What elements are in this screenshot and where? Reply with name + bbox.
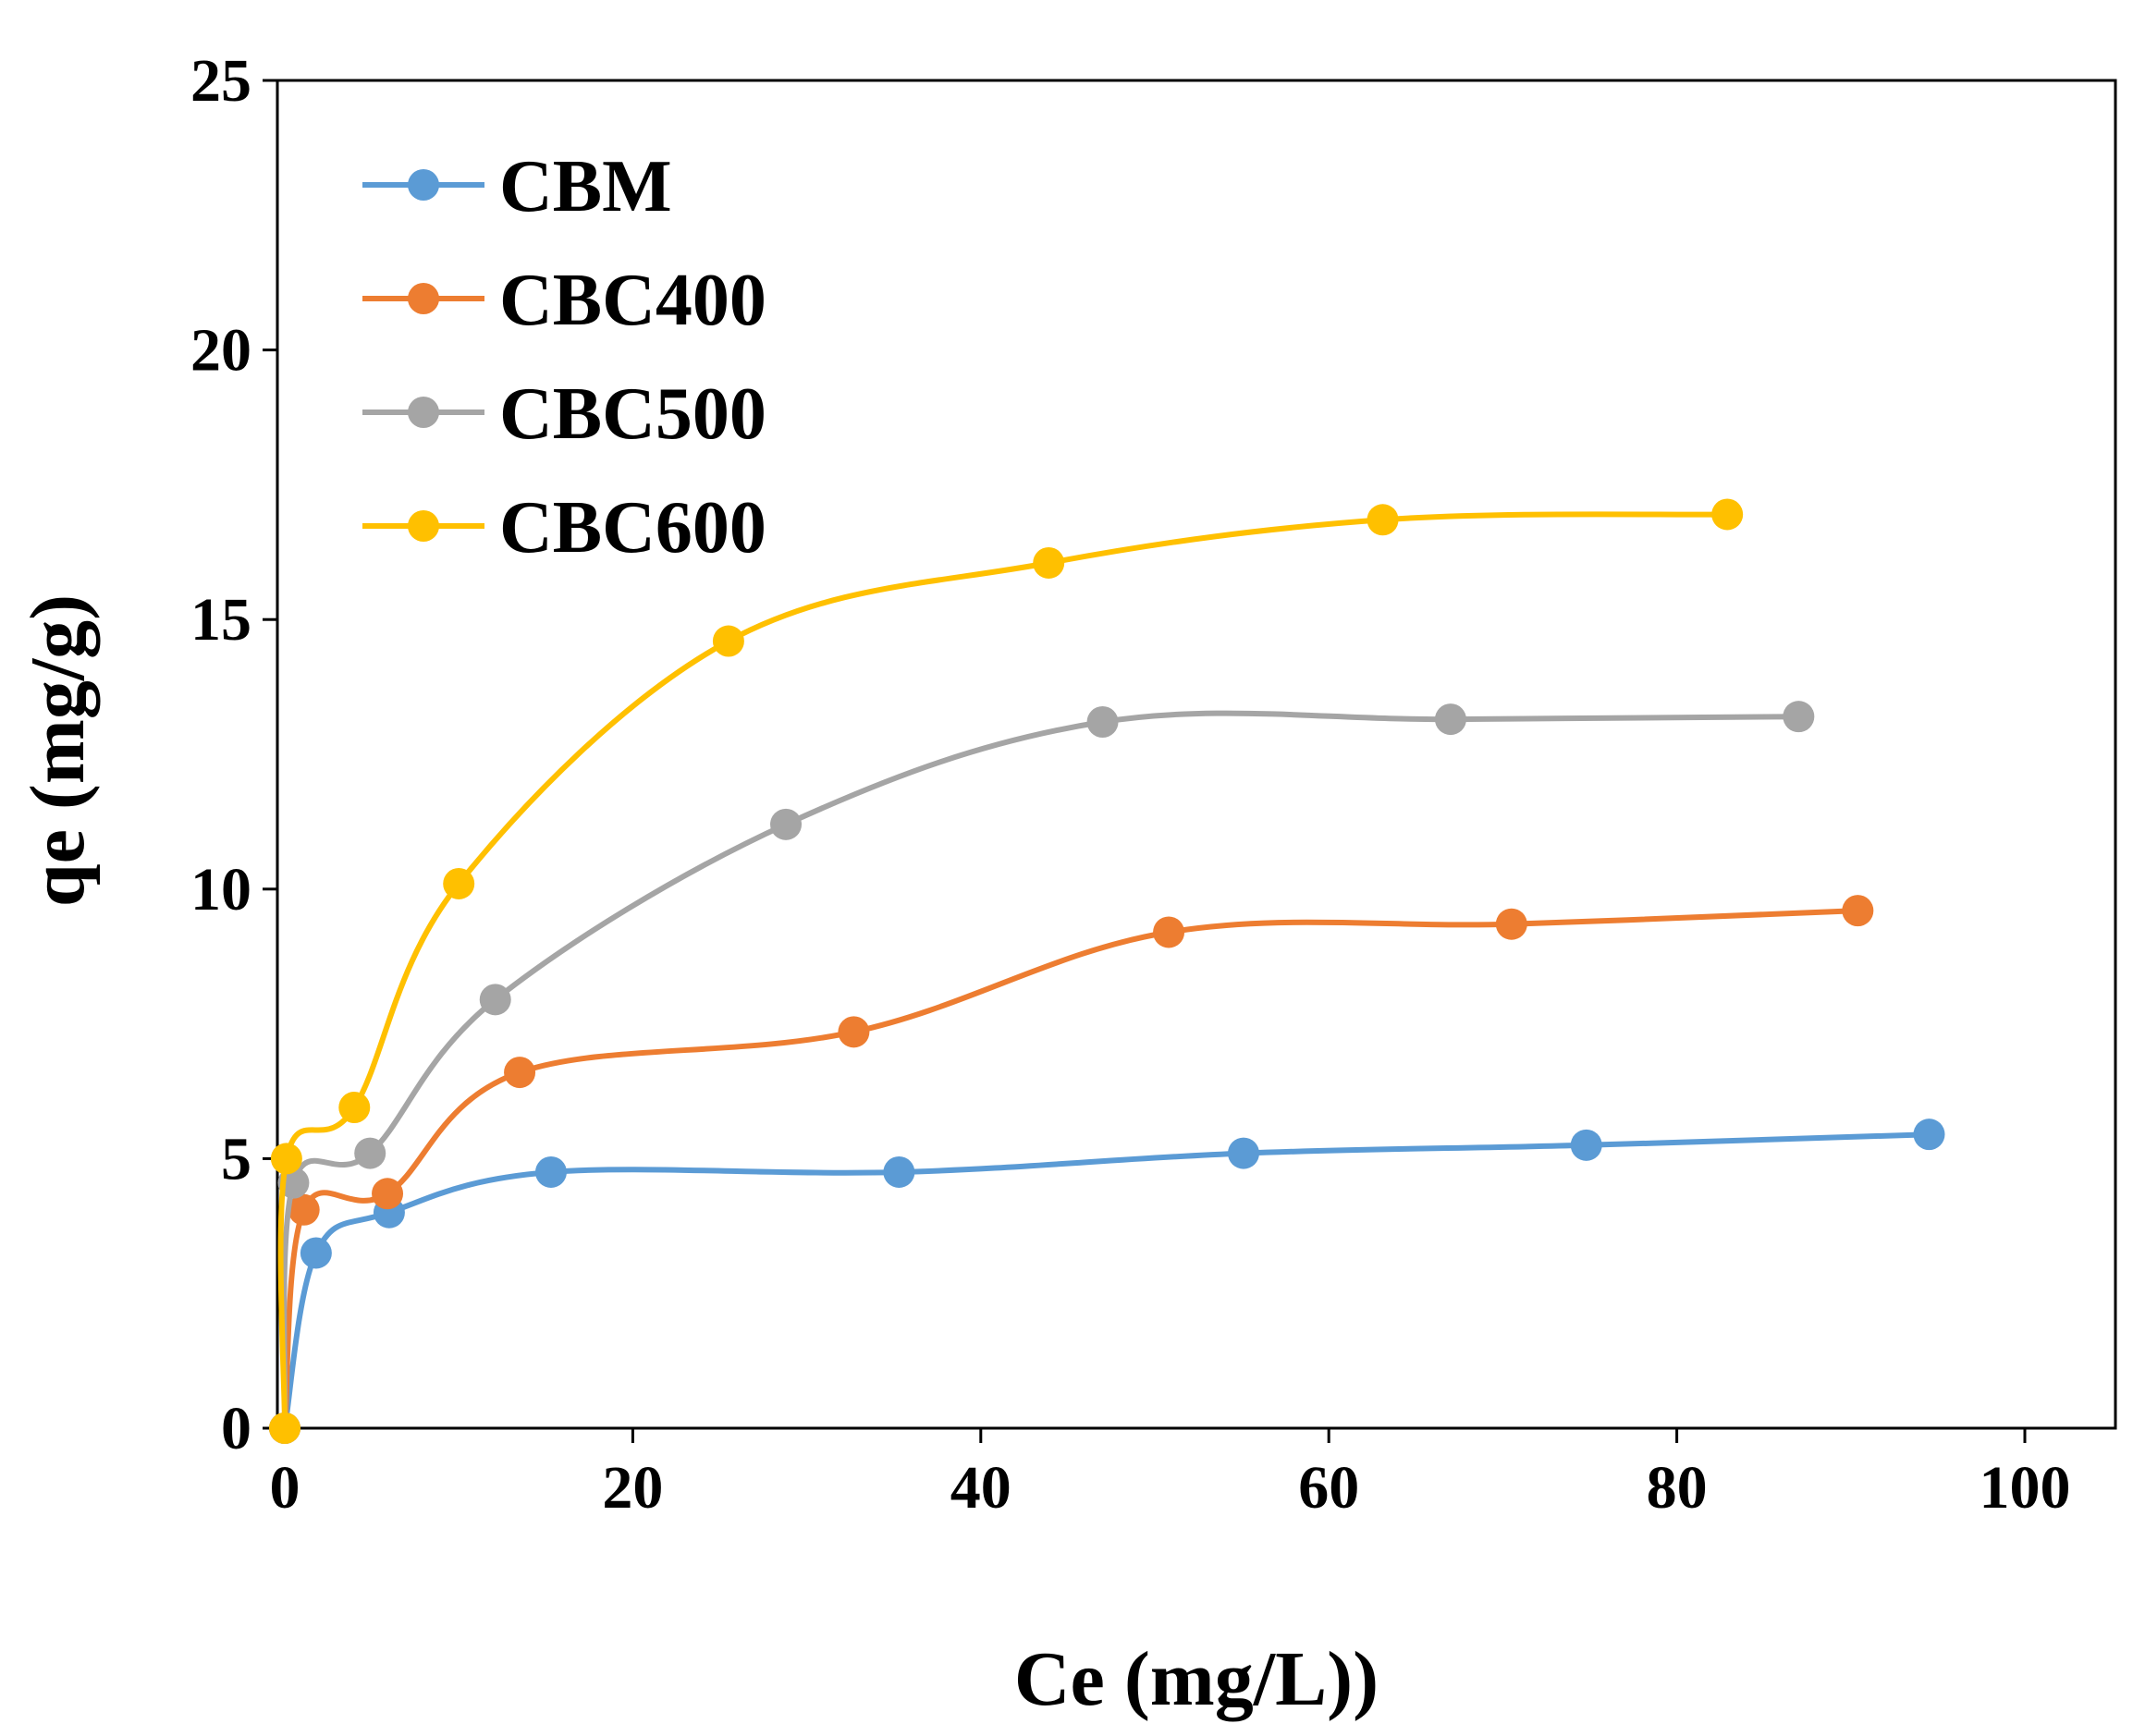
series-layer	[269, 498, 1945, 1444]
x-axis-title: Ce (mg/L))	[1014, 1636, 1379, 1722]
plot-area-frame	[276, 79, 2117, 1430]
legend-marker-cbc500	[408, 397, 439, 428]
data-point-cbc500	[479, 984, 511, 1016]
x-tick-label: 60	[1298, 1454, 1359, 1522]
y-axis-title: qe (mg/g)	[15, 594, 101, 907]
data-point-cbc500	[354, 1137, 386, 1169]
legend-item-cbc400: CBC400	[362, 260, 766, 341]
data-point-cbc400	[504, 1057, 536, 1089]
legend-marker-cbc400	[408, 283, 439, 314]
legend-label-cbm: CBM	[499, 146, 672, 227]
legend-label-cbc400: CBC400	[499, 260, 766, 341]
y-tick-label: 0	[221, 1395, 251, 1462]
legend-item-cbm: CBM	[362, 146, 672, 227]
y-tick-label: 15	[190, 586, 251, 654]
y-tick-label: 5	[221, 1125, 251, 1192]
x-tick-label: 0	[270, 1454, 300, 1522]
data-point-cbc600	[338, 1091, 371, 1123]
data-point-cbm	[883, 1155, 915, 1188]
data-point-cbm	[534, 1155, 567, 1188]
data-point-cbc600	[1711, 498, 1744, 531]
legend-item-cbc500: CBC500	[362, 373, 766, 455]
data-point-cbm	[1913, 1119, 1945, 1151]
data-point-cbm	[300, 1237, 332, 1269]
x-tick-label: 40	[950, 1454, 1011, 1522]
y-tick-label: 25	[190, 47, 251, 115]
legend-label-cbc500: CBC500	[499, 373, 766, 455]
series-cbc500	[269, 701, 1815, 1444]
series-cbc600	[269, 498, 1744, 1444]
data-point-cbc500	[1783, 701, 1815, 733]
data-point-cbm	[1570, 1129, 1602, 1161]
data-point-cbc600	[269, 1412, 300, 1444]
legend-item-cbc600: CBC600	[362, 487, 766, 568]
legend-marker-cbm	[408, 169, 439, 201]
data-point-cbc600	[712, 625, 744, 657]
legend: CBM CBC400 CBC500 CBC600	[362, 146, 766, 568]
data-point-cbm	[1227, 1137, 1259, 1169]
y-tick-label: 10	[190, 856, 251, 923]
data-point-cbc400	[838, 1016, 870, 1048]
data-point-cbc600	[1033, 546, 1065, 579]
axis-ticks: 0 5 10 15 20 25 0 20 40 60 80 100	[190, 47, 2071, 1522]
x-tick-label: 100	[1980, 1454, 2071, 1522]
data-point-cbc400	[288, 1193, 320, 1226]
x-tick-label: 80	[1647, 1454, 1708, 1522]
x-tick-label: 20	[602, 1454, 663, 1522]
data-point-cbc400	[1495, 908, 1527, 940]
y-tick-label: 20	[190, 317, 251, 385]
data-point-cbc500	[770, 808, 803, 840]
data-point-cbc600	[270, 1143, 302, 1175]
data-point-cbc400	[372, 1178, 404, 1210]
data-point-cbc500	[1434, 703, 1466, 736]
data-point-cbc400	[1153, 916, 1185, 948]
data-point-cbc600	[443, 867, 475, 899]
data-point-cbc400	[1842, 895, 1874, 927]
data-point-cbc500	[1086, 706, 1119, 739]
legend-marker-cbc600	[408, 510, 439, 542]
data-point-cbc600	[1367, 504, 1399, 536]
legend-label-cbc600: CBC600	[499, 487, 766, 568]
